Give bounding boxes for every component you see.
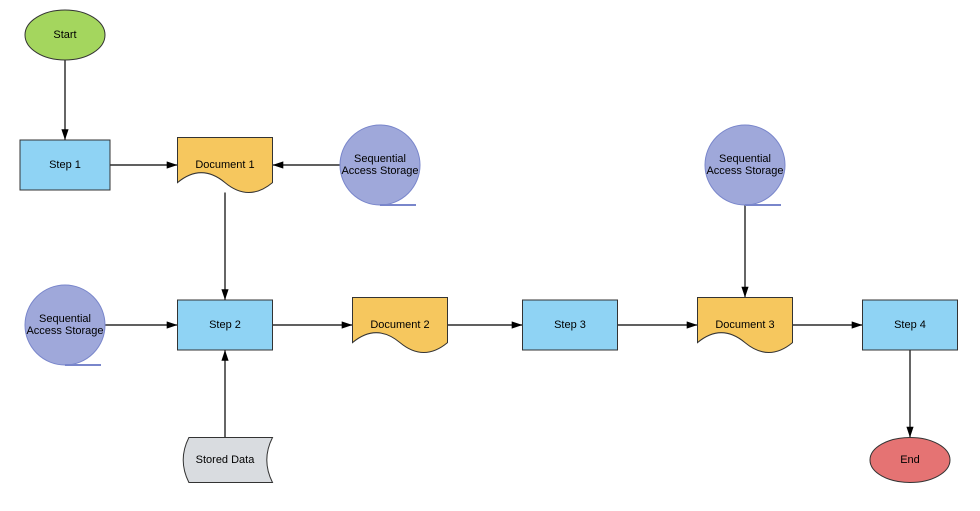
- node-label-sas2: Sequential: [39, 313, 91, 325]
- node-label-end: End: [900, 454, 920, 466]
- node-step4: Step 4: [863, 300, 958, 350]
- node-label-doc1: Document 1: [195, 159, 254, 171]
- node-label-step4: Step 4: [894, 319, 926, 331]
- node-doc3: Document 3: [698, 298, 793, 353]
- node-label-sas2: Access Storage: [26, 325, 103, 337]
- node-doc2: Document 2: [353, 298, 448, 353]
- node-label-step1: Step 1: [49, 159, 81, 171]
- flowchart-canvas: StartStep 1Document 1SequentialAccess St…: [0, 0, 980, 511]
- node-label-sas1: Sequential: [354, 153, 406, 165]
- node-label-sas3: Access Storage: [706, 165, 783, 177]
- node-label-step3: Step 3: [554, 319, 586, 331]
- node-step1: Step 1: [20, 140, 110, 190]
- node-step3: Step 3: [523, 300, 618, 350]
- node-doc1: Document 1: [178, 138, 273, 193]
- node-sas1: SequentialAccess Storage: [340, 125, 420, 205]
- node-stored: Stored Data: [183, 438, 272, 483]
- node-label-sas3: Sequential: [719, 153, 771, 165]
- node-step2: Step 2: [178, 300, 273, 350]
- node-sas3: SequentialAccess Storage: [705, 125, 785, 205]
- node-label-stored: Stored Data: [196, 454, 256, 466]
- node-label-start: Start: [53, 29, 76, 41]
- node-label-doc3: Document 3: [715, 319, 774, 331]
- node-start: Start: [25, 10, 105, 60]
- node-label-doc2: Document 2: [370, 319, 429, 331]
- node-label-sas1: Access Storage: [341, 165, 418, 177]
- node-label-step2: Step 2: [209, 319, 241, 331]
- node-sas2: SequentialAccess Storage: [25, 285, 105, 365]
- node-end: End: [870, 438, 950, 483]
